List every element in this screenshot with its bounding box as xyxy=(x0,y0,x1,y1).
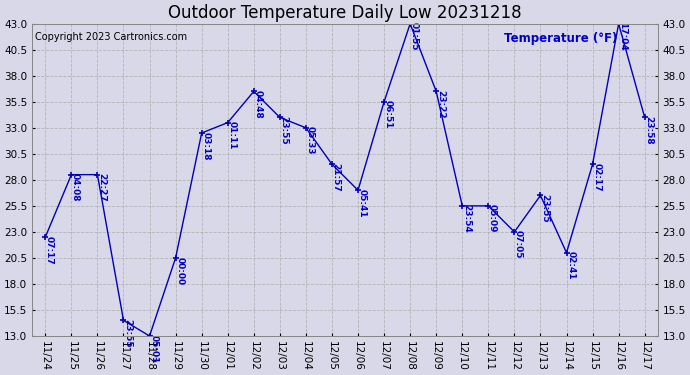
Text: 01:55: 01:55 xyxy=(410,22,419,51)
Text: 07:05: 07:05 xyxy=(514,231,523,259)
Text: 21:57: 21:57 xyxy=(332,163,341,192)
Text: 02:17: 02:17 xyxy=(592,163,601,192)
Text: 00:00: 00:00 xyxy=(175,256,184,285)
Title: Outdoor Temperature Daily Low 20231218: Outdoor Temperature Daily Low 20231218 xyxy=(168,4,522,22)
Text: 05:41: 05:41 xyxy=(357,189,366,217)
Text: 23:58: 23:58 xyxy=(644,116,653,145)
Text: 05:01: 05:01 xyxy=(149,334,158,363)
Text: 04:48: 04:48 xyxy=(253,90,262,119)
Text: 04:08: 04:08 xyxy=(71,173,80,202)
Text: 23:22: 23:22 xyxy=(436,90,445,118)
Text: 01:11: 01:11 xyxy=(228,121,237,150)
Text: Temperature (°F): Temperature (°F) xyxy=(504,32,618,45)
Text: 17:04: 17:04 xyxy=(618,22,627,51)
Text: 23:54: 23:54 xyxy=(462,204,471,233)
Text: 22:27: 22:27 xyxy=(97,173,106,202)
Text: 02:41: 02:41 xyxy=(566,251,575,280)
Text: 23:55: 23:55 xyxy=(123,319,132,348)
Text: Copyright 2023 Cartronics.com: Copyright 2023 Cartronics.com xyxy=(35,32,188,42)
Text: 23:55: 23:55 xyxy=(540,194,549,223)
Text: 05:33: 05:33 xyxy=(306,126,315,155)
Text: 06:51: 06:51 xyxy=(384,100,393,129)
Text: 23:55: 23:55 xyxy=(279,116,288,145)
Text: 05:09: 05:09 xyxy=(488,204,497,233)
Text: 03:18: 03:18 xyxy=(201,132,210,160)
Text: 07:17: 07:17 xyxy=(45,236,54,264)
